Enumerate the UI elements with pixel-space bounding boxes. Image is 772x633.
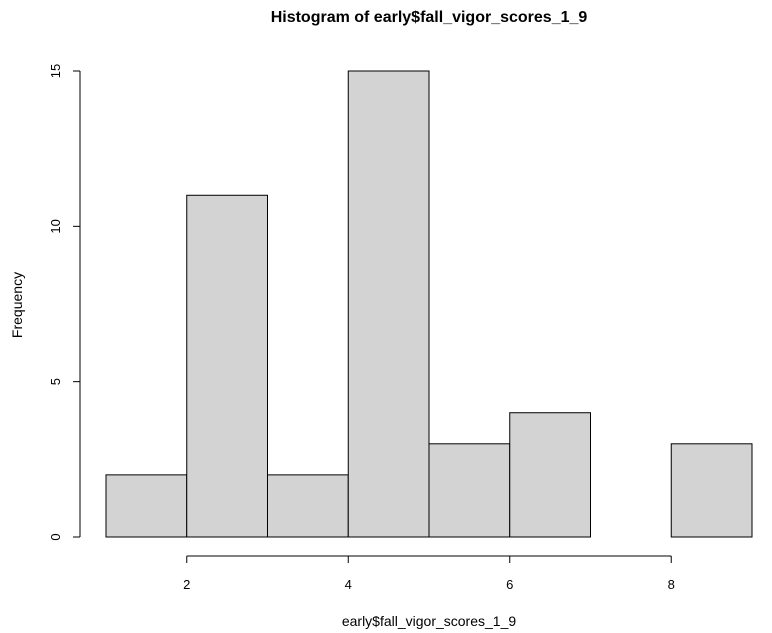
x-tick-label: 2: [183, 577, 190, 592]
chart-title: Histogram of early$fall_vigor_scores_1_9: [271, 9, 588, 26]
y-tick-label: 0: [48, 533, 63, 540]
histogram-bar: [105, 474, 188, 538]
y-tick-label: 5: [48, 378, 63, 385]
y-axis: 0 5 10 15: [48, 64, 81, 541]
histogram-bar: [267, 474, 349, 538]
x-tick-label: 6: [506, 577, 513, 592]
histogram-bar: [186, 194, 268, 538]
y-tick-label: 10: [48, 219, 63, 233]
histogram-bar: [347, 70, 430, 538]
histogram-bar: [428, 443, 511, 538]
x-tick-label: 4: [345, 577, 352, 592]
histogram-bar: [509, 412, 591, 538]
bars-group: [105, 70, 753, 538]
y-axis-label: Frequency: [9, 272, 25, 338]
x-axis-label: early$fall_vigor_scores_1_9: [342, 613, 517, 629]
histogram-bar: [670, 443, 753, 538]
x-tick-label: 8: [668, 577, 675, 592]
x-axis: 2 4 6 8: [183, 555, 675, 592]
y-tick-label: 15: [48, 64, 63, 78]
